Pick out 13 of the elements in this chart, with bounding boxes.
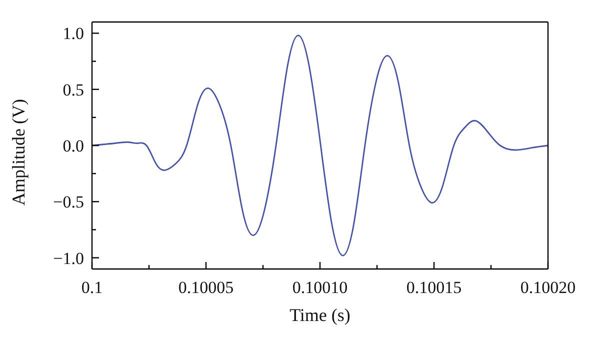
x-axis-title: Time (s): [290, 305, 350, 325]
y-tick-label: 0.5: [62, 80, 84, 100]
x-tick-label: 0.10005: [178, 278, 234, 297]
y-tick-label: −1.0: [53, 248, 84, 268]
x-tick-label: 0.1: [81, 278, 103, 297]
y-tick-label: 0.0: [62, 136, 84, 156]
y-tick-label: 1.0: [62, 24, 84, 44]
x-tick-label: 0.10010: [292, 278, 348, 297]
y-axis-title: Amplitude (V): [8, 99, 28, 206]
x-tick-label: 0.10015: [406, 278, 462, 297]
line-series: [92, 34, 548, 256]
y-tick-label: −0.5: [53, 192, 84, 212]
x-tick-label: 0.10020: [520, 278, 576, 297]
